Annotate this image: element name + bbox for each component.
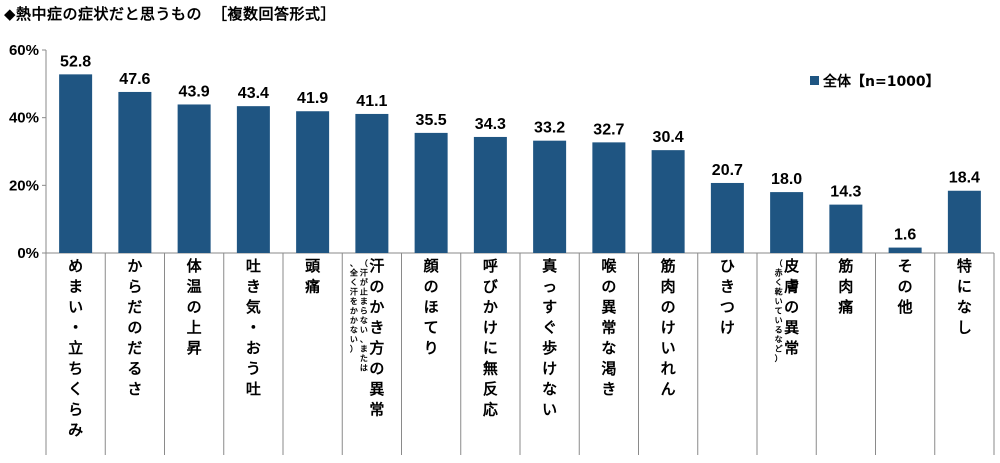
- legend: 全体【n=1000】: [810, 73, 940, 90]
- bar: [533, 140, 567, 253]
- data-label: 33.2: [534, 120, 565, 137]
- data-label: 18.0: [771, 171, 802, 188]
- category-label: 皮膚の異常: [784, 257, 799, 357]
- data-label: 34.3: [475, 116, 506, 133]
- y-tick-label: 60%: [9, 42, 39, 59]
- chart-title: ◆熱中症の症状だと思うもの ［複数回答形式］: [4, 3, 336, 24]
- category-label: 体温の上昇: [187, 257, 203, 357]
- data-label: 43.4: [238, 85, 269, 102]
- y-tick-label: 40%: [9, 110, 39, 127]
- data-label: 20.7: [712, 162, 743, 179]
- y-tick-label: 0%: [17, 245, 39, 262]
- bar: [296, 111, 330, 253]
- category-label: 真っすぐ歩けない: [542, 257, 557, 419]
- category-label: その他: [897, 257, 913, 316]
- category-label: 吐き気・おう吐: [246, 257, 261, 398]
- data-label: 32.7: [593, 121, 624, 138]
- category-label: からだのだるさ: [127, 257, 142, 398]
- bar: [710, 182, 744, 253]
- data-label: 35.5: [416, 112, 447, 129]
- category-note: （汗が止まらない、または、全く汗をかかない）: [349, 258, 369, 373]
- bar: [888, 247, 922, 253]
- bars: [59, 74, 981, 253]
- data-label: 1.6: [894, 227, 916, 244]
- data-label: 47.6: [119, 71, 150, 88]
- category-label: 特になし: [957, 257, 972, 337]
- data-label: 18.4: [949, 170, 980, 187]
- bar: [59, 74, 93, 253]
- bar: [829, 204, 863, 253]
- bar: [355, 113, 389, 253]
- legend-label: 全体【n=1000】: [822, 73, 940, 90]
- category-note: （赤く乾いているなど）: [775, 258, 783, 363]
- bar: [947, 190, 981, 253]
- category-label: 呼びかけに無反応: [483, 257, 498, 419]
- bar: [473, 136, 507, 253]
- data-label: 14.3: [830, 184, 861, 201]
- bar: [236, 106, 270, 253]
- category-label: 筋肉のけいれん: [660, 257, 676, 398]
- category-label: ひきつけ: [720, 257, 735, 337]
- data-label: 41.9: [297, 90, 328, 107]
- data-label: 52.8: [60, 53, 91, 70]
- chart-subtitle: ［複数回答形式］: [212, 5, 337, 23]
- data-label: 41.1: [356, 93, 387, 110]
- bar: [592, 142, 626, 253]
- category-label: 喉の異常な渇き: [601, 257, 617, 398]
- bar: [770, 192, 804, 253]
- legend-swatch: [810, 76, 819, 85]
- y-tick-label: 20%: [9, 177, 39, 194]
- category-labels: めまい・立ちくらみ からだのだるさ 体温の上昇 吐き気・おう吐 頭痛 汗のかき方の異常（汗…: [68, 257, 972, 439]
- bar: [118, 91, 152, 253]
- category-label: 頭痛: [304, 257, 321, 296]
- category-label: めまい・立ちくらみ: [68, 257, 83, 439]
- chart-title-text: ◆熱中症の症状だと思うもの: [4, 5, 203, 23]
- bar: [414, 132, 448, 253]
- category-label: 顔のほてり: [423, 257, 440, 357]
- data-label: 43.9: [179, 83, 210, 100]
- bar: [177, 104, 211, 253]
- data-labels: 52.8 47.6 43.9 43.4 41.9 41.1 35.5 34.3 33.2 32.7…: [60, 53, 980, 243]
- category-label: 汗のかき方の異常: [369, 257, 384, 419]
- category-label: 筋肉痛: [837, 257, 853, 316]
- bar: [651, 150, 685, 253]
- data-label: 30.4: [653, 129, 684, 146]
